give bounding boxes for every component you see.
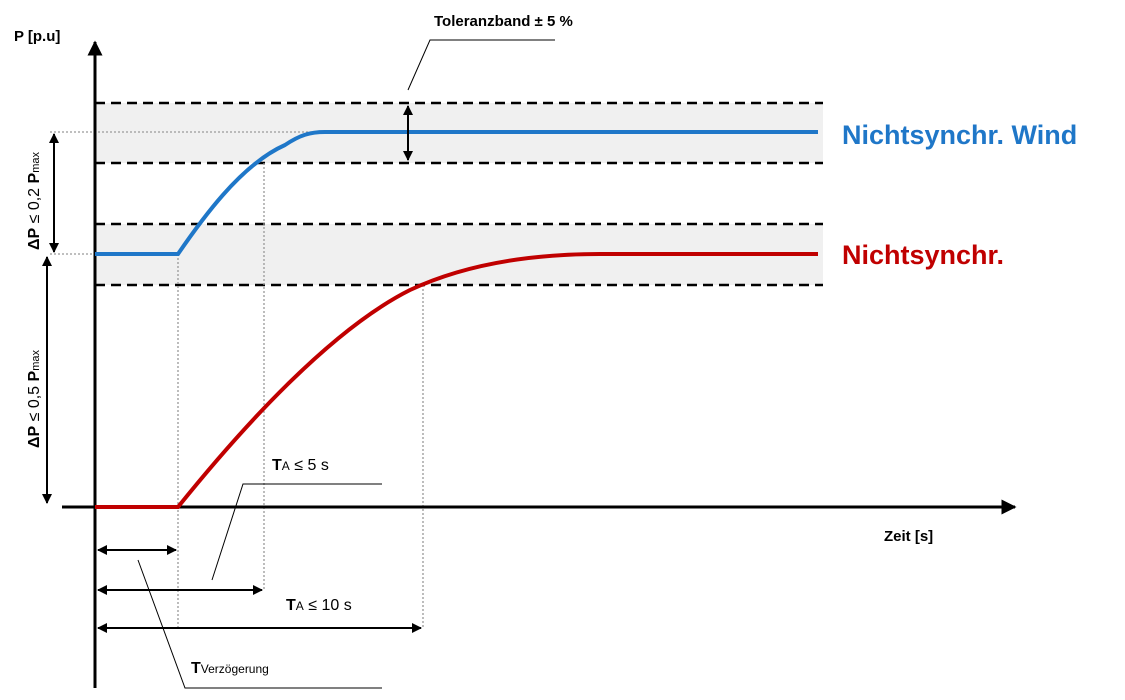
x-axis-label: Zeit [s] (884, 528, 933, 545)
ta5-leader (211, 483, 382, 581)
delta-lower-label: ΔP ≤ 0,5 Pmax (26, 350, 43, 448)
tolerance-label: Toleranzband ± 5 % (434, 13, 573, 30)
series-label-wind: Nichtsynchr. Wind (842, 120, 1077, 150)
tdelay-leader (137, 559, 382, 689)
ta10-label: TA ≤ 10 s (286, 597, 352, 614)
tolerance-leader (407, 39, 555, 91)
series-label-nonsync: Nichtsynchr. (842, 240, 1004, 270)
tdelay-label: TVerzögerung (191, 660, 269, 677)
delta-upper-label: ΔP ≤ 0,2 Pmax (26, 152, 43, 250)
y-axis-label: P [p.u] (14, 28, 60, 45)
wind-response-curve (95, 130, 818, 256)
nonsync-response-curve (95, 252, 818, 509)
ta5-label: TA ≤ 5 s (272, 457, 329, 474)
